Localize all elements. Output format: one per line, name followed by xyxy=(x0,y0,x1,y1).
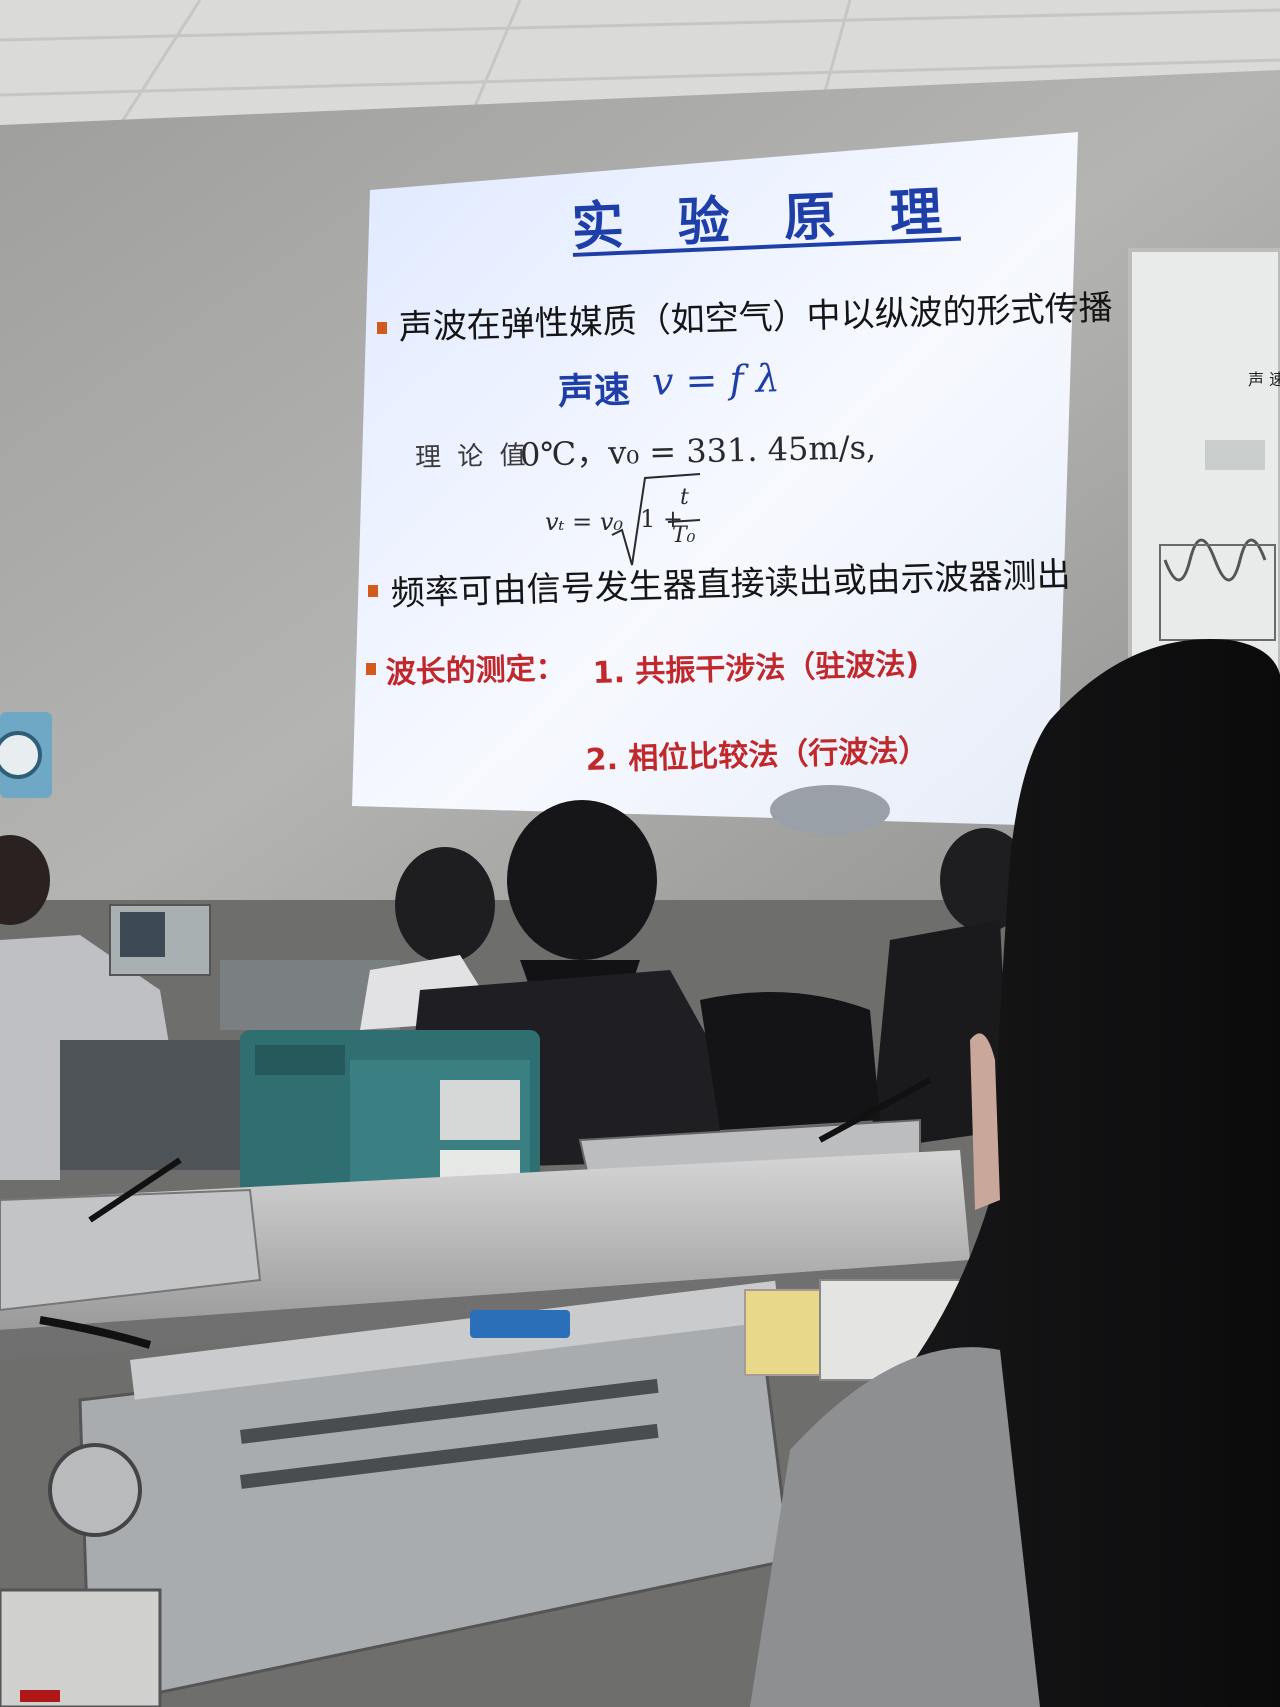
projection-screen xyxy=(352,132,1078,826)
ceiling-tile-grid xyxy=(0,0,1280,126)
slide-vt-formula: vₜ = v₀ xyxy=(545,508,624,536)
frequency-meter xyxy=(0,1588,162,1707)
backpack xyxy=(700,992,880,1130)
slide-fraction-numerator: t xyxy=(680,485,689,510)
slide-sqrt-body: 1 + xyxy=(640,505,684,533)
slide-bullet-wavelength-label: 波长的测定： xyxy=(385,650,567,691)
slide-theory-label: 理 论 值 xyxy=(414,440,530,474)
wall-poster-heading: 声 速 xyxy=(1248,370,1280,389)
signal-generator-left xyxy=(0,1157,262,1312)
slide-speed-formula: v = f λ xyxy=(651,356,781,404)
acoustic-apparatus-front xyxy=(39,1280,792,1707)
foreground-student xyxy=(750,639,1280,1707)
head-shadow-on-screen xyxy=(770,785,890,835)
slide-fraction-denominator: T₀ xyxy=(672,523,696,548)
slide-speed-label: 声速 xyxy=(557,370,631,413)
slide-theory-value: 0℃，v₀ = 331. 45m/s, xyxy=(519,428,877,474)
fraction-bar xyxy=(667,519,701,523)
wall-poster xyxy=(1128,248,1280,672)
bullet-marker xyxy=(368,585,378,597)
wall-clock xyxy=(0,712,52,798)
bullet-marker xyxy=(377,322,387,334)
sqrt-sign xyxy=(611,473,701,566)
bullet-marker xyxy=(366,663,376,675)
oscilloscope-back xyxy=(109,904,211,976)
back-desk xyxy=(60,1040,250,1170)
slide-method-resonance: 1. 共振干涉法（驻波法) xyxy=(592,646,920,691)
